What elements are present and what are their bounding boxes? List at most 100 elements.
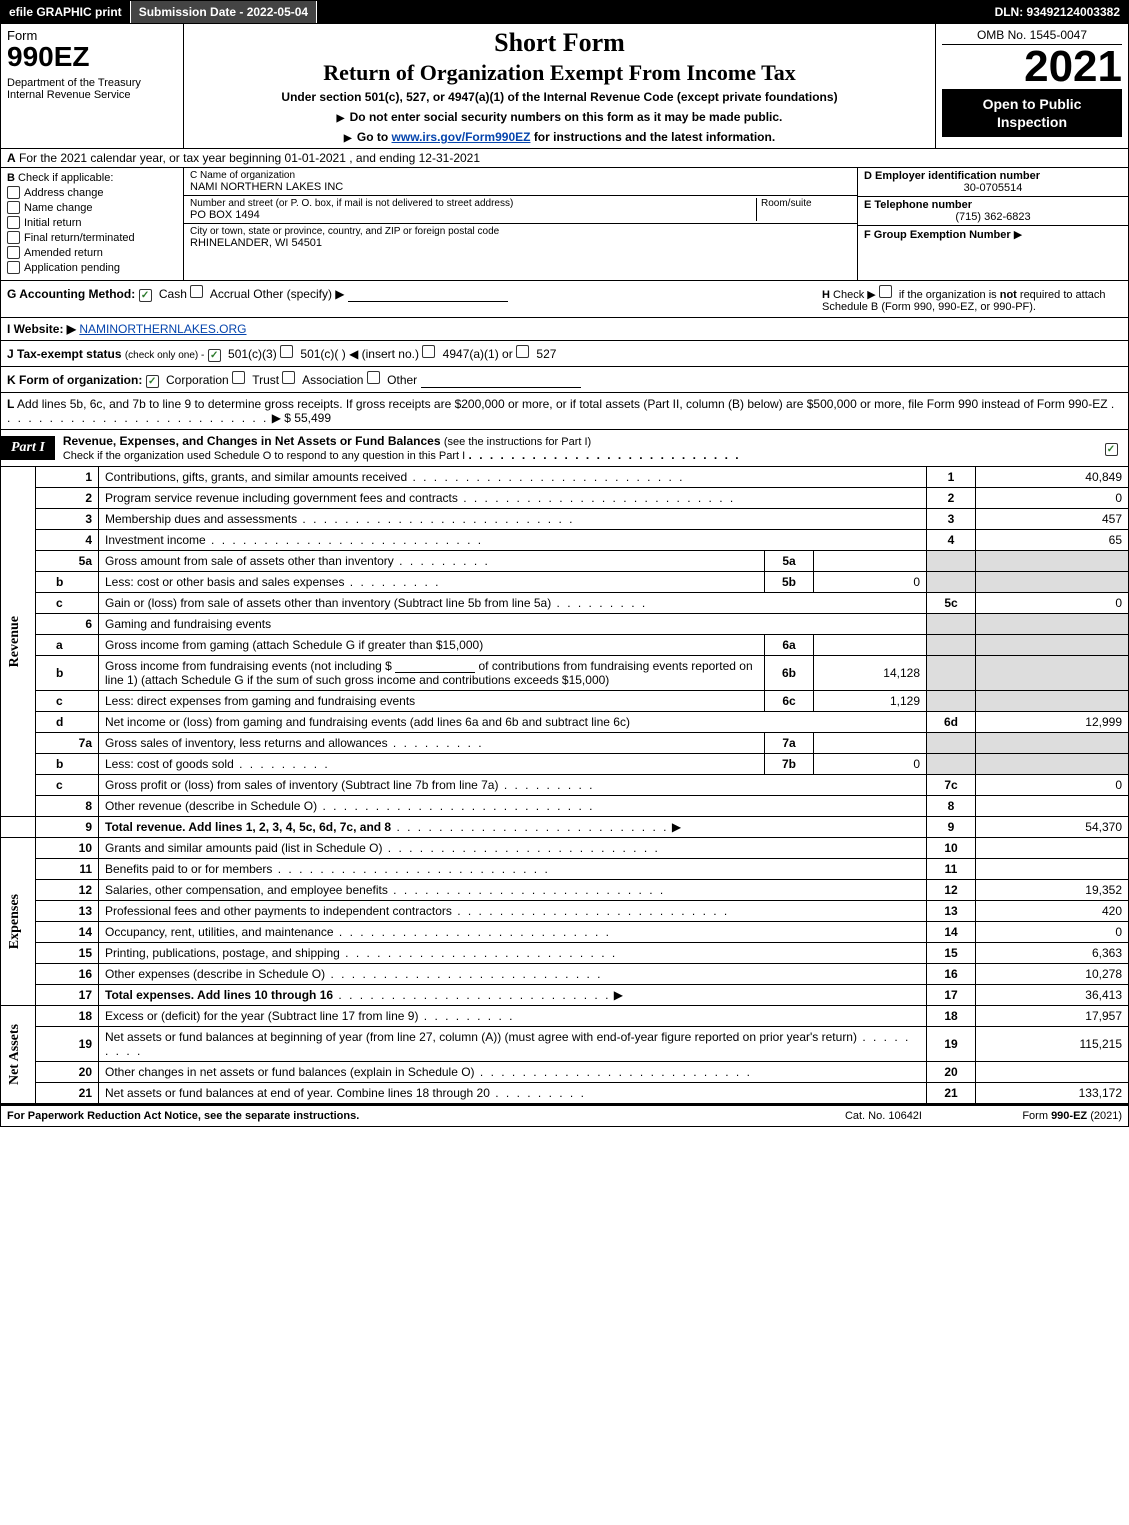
line-num: 14 — [36, 922, 99, 943]
table-row: Revenue 1 Contributions, gifts, grants, … — [1, 467, 1129, 488]
table-row: b Less: cost of goods sold 7b 0 — [1, 754, 1129, 775]
checkbox-icon[interactable] — [7, 216, 20, 229]
line-desc: Other expenses (describe in Schedule O) — [105, 967, 325, 981]
line-val: 17,957 — [976, 1006, 1129, 1027]
h-text: if the organization is — [899, 289, 1000, 301]
part1-title: Revenue, Expenses, and Changes in Net As… — [55, 430, 1098, 466]
shade-cell — [927, 754, 976, 775]
checkbox-icon[interactable] — [367, 371, 380, 384]
line-num: 18 — [36, 1006, 99, 1027]
checkbox-icon[interactable] — [7, 231, 20, 244]
opt-pending: Application pending — [24, 262, 120, 274]
dots-icon — [297, 512, 574, 526]
line-val: 457 — [976, 509, 1129, 530]
line-a: A For the 2021 calendar year, or tax yea… — [0, 149, 1129, 168]
footer-right-bold: 990-EZ — [1051, 1110, 1087, 1122]
checkbox-icon[interactable] — [282, 371, 295, 384]
checkbox-icon[interactable] — [280, 345, 293, 358]
line-desc: Gross income from gaming (attach Schedul… — [105, 638, 483, 652]
k-org-row: K Form of organization: ✓ Corporation Tr… — [0, 367, 1129, 393]
checkbox-icon[interactable] — [879, 285, 892, 298]
line-box: 5c — [927, 593, 976, 614]
checkbox-icon[interactable] — [516, 345, 529, 358]
k-other-input[interactable] — [421, 375, 581, 388]
line-num: b — [36, 572, 99, 593]
page-footer: For Paperwork Reduction Act Notice, see … — [0, 1104, 1129, 1127]
line-num: 13 — [36, 901, 99, 922]
line-num: b — [36, 754, 99, 775]
line-val: 0 — [976, 593, 1129, 614]
line-val-sm — [814, 635, 927, 656]
line-num: b — [36, 656, 99, 691]
line-num: 21 — [36, 1083, 99, 1104]
short-form-title: Short Form — [190, 28, 929, 58]
line-val: 133,172 — [976, 1083, 1129, 1104]
line-num: 2 — [36, 488, 99, 509]
line-box-sm: 6c — [765, 691, 814, 712]
line-desc: Net assets or fund balances at end of ye… — [105, 1086, 490, 1100]
checkbox-icon[interactable] — [7, 246, 20, 259]
table-row: 17 Total expenses. Add lines 10 through … — [1, 985, 1129, 1006]
e-label: E Telephone number — [864, 199, 972, 211]
k-other: Other — [387, 373, 417, 387]
line-a-text: For the 2021 calendar year, or tax year … — [19, 151, 480, 165]
line-num: d — [36, 712, 99, 733]
line-desc: Gross sales of inventory, less returns a… — [105, 736, 388, 750]
dots-icon — [340, 946, 617, 960]
l-amount: $ 55,499 — [284, 411, 331, 425]
efile-label[interactable]: efile GRAPHIC print — [1, 1, 131, 23]
website-link[interactable]: NAMINORTHERNLAKES.ORG — [79, 322, 246, 336]
dots-icon — [407, 470, 684, 484]
checkbox-checked-icon[interactable]: ✓ — [146, 375, 159, 388]
line-desc: Net income or (loss) from gaming and fun… — [105, 715, 630, 729]
table-row: 20 Other changes in net assets or fund b… — [1, 1062, 1129, 1083]
d-label: D Employer identification number — [864, 170, 1040, 182]
dots-icon — [272, 862, 549, 876]
table-row: 19 Net assets or fund balances at beginn… — [1, 1027, 1129, 1062]
line-box: 1 — [927, 467, 976, 488]
blank-input[interactable] — [395, 660, 475, 673]
checkbox-icon[interactable] — [190, 285, 203, 298]
dots-icon — [317, 799, 594, 813]
shade-cell — [927, 635, 976, 656]
table-row: 6 Gaming and fundraising events — [1, 614, 1129, 635]
checkbox-checked-icon[interactable]: ✓ — [1105, 443, 1118, 456]
line-val: 6,363 — [976, 943, 1129, 964]
table-row: c Less: direct expenses from gaming and … — [1, 691, 1129, 712]
line-val — [976, 796, 1129, 817]
line-desc: Salaries, other compensation, and employ… — [105, 883, 388, 897]
dots-icon — [394, 554, 490, 568]
line-box: 11 — [927, 859, 976, 880]
note2-prefix: Go to — [357, 130, 392, 144]
checkbox-checked-icon[interactable]: ✓ — [208, 349, 221, 362]
line-box: 14 — [927, 922, 976, 943]
line-val-sm: 0 — [814, 754, 927, 775]
g-other-input[interactable] — [348, 289, 508, 302]
checkbox-icon[interactable] — [7, 186, 20, 199]
tax-year: 2021 — [942, 45, 1122, 89]
line-val: 54,370 — [976, 817, 1129, 838]
part1-tab: Part I — [1, 436, 55, 460]
dots-icon — [234, 757, 330, 771]
table-row: c Gross profit or (loss) from sales of i… — [1, 775, 1129, 796]
line-box: 15 — [927, 943, 976, 964]
footer-right: Form 990-EZ (2021) — [922, 1110, 1122, 1122]
b-label: B — [7, 172, 15, 184]
line-box: 3 — [927, 509, 976, 530]
note2-suffix: for instructions and the latest informat… — [534, 130, 775, 144]
dots-icon — [388, 736, 484, 750]
checkbox-icon[interactable] — [7, 261, 20, 274]
line-desc: Less: cost of goods sold — [105, 757, 234, 771]
line-num: 19 — [36, 1027, 99, 1062]
table-row: Net Assets 18 Excess or (deficit) for th… — [1, 1006, 1129, 1027]
checkbox-icon[interactable] — [422, 345, 435, 358]
checkbox-icon[interactable] — [232, 371, 245, 384]
checkbox-checked-icon[interactable]: ✓ — [139, 289, 152, 302]
shade-cell — [976, 691, 1129, 712]
checkbox-icon[interactable] — [7, 201, 20, 214]
irs-link[interactable]: www.irs.gov/Form990EZ — [392, 130, 531, 144]
org-info-grid: B Check if applicable: Address change Na… — [0, 168, 1129, 281]
dots-icon — [333, 988, 610, 1002]
col-c: C Name of organization NAMI NORTHERN LAK… — [184, 168, 857, 280]
phone: (715) 362-6823 — [864, 211, 1122, 223]
